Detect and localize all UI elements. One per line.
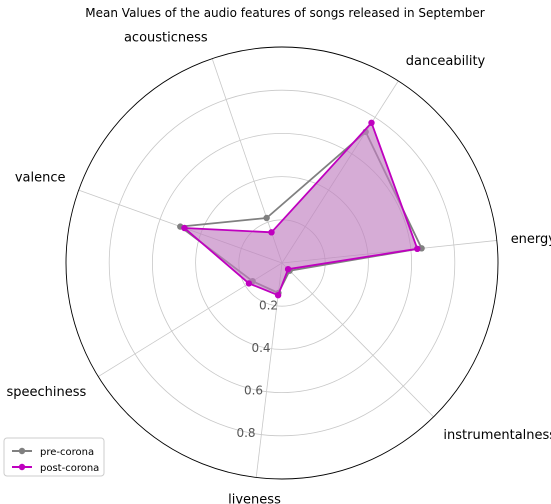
point-post-corona-energy [414,245,421,252]
point-pre-corona-acousticness [263,214,270,222]
r-tick-label-2: 0.4 [251,341,270,355]
spoke-acousticness [211,58,283,264]
axis-label-acousticness: acousticness [124,30,208,45]
point-post-corona-danceability [368,119,375,127]
line-post-corona [183,121,419,297]
axis-labels: energy danceability acousticness valence spe… [6,30,551,504]
grid-ring-4 [108,89,456,437]
axis-label-danceability: danceability [406,54,486,69]
point-post-corona-acousticness [268,229,275,236]
chart-title: Mean Values of the audio features of son… [85,6,484,20]
legend-marker-post-corona [18,463,26,471]
legend: pre-corona post-corona [3,437,105,477]
spoke-liveness [255,262,283,478]
series-layer [177,119,425,299]
grid-ring-3 [151,132,413,394]
point-post-corona-valence [181,224,188,232]
point-post-corona-liveness [274,292,282,299]
legend-marker-pre-corona [18,447,26,455]
point-post-corona-instrumentalness [284,266,292,273]
axis-label-instrumentalness: instrumentalness [443,428,551,443]
outer-frame [65,46,499,480]
axis-label-energy: energy [511,232,551,247]
r-tick-label-4: 0.8 [236,426,255,440]
axis-label-speechiness: speechiness [6,385,86,400]
axis-label-valence: valence [15,170,66,185]
radar-grid: 0.2 0.4 0.6 0.8 [65,46,499,480]
spoke-instrumentalness [281,262,434,418]
legend-label-post-corona: post-corona [40,463,99,474]
axis-label-liveness: liveness [228,492,281,504]
area-post-corona [184,122,418,296]
grid-ring-2 [195,176,369,350]
point-post-corona-speechiness [245,280,253,287]
legend-label-pre-corona: pre-corona [40,447,94,458]
r-tick-label-1: 0.2 [259,299,278,313]
r-tick-label-3: 0.6 [244,384,263,398]
